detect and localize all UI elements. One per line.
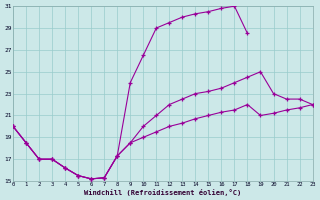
X-axis label: Windchill (Refroidissement éolien,°C): Windchill (Refroidissement éolien,°C): [84, 189, 242, 196]
